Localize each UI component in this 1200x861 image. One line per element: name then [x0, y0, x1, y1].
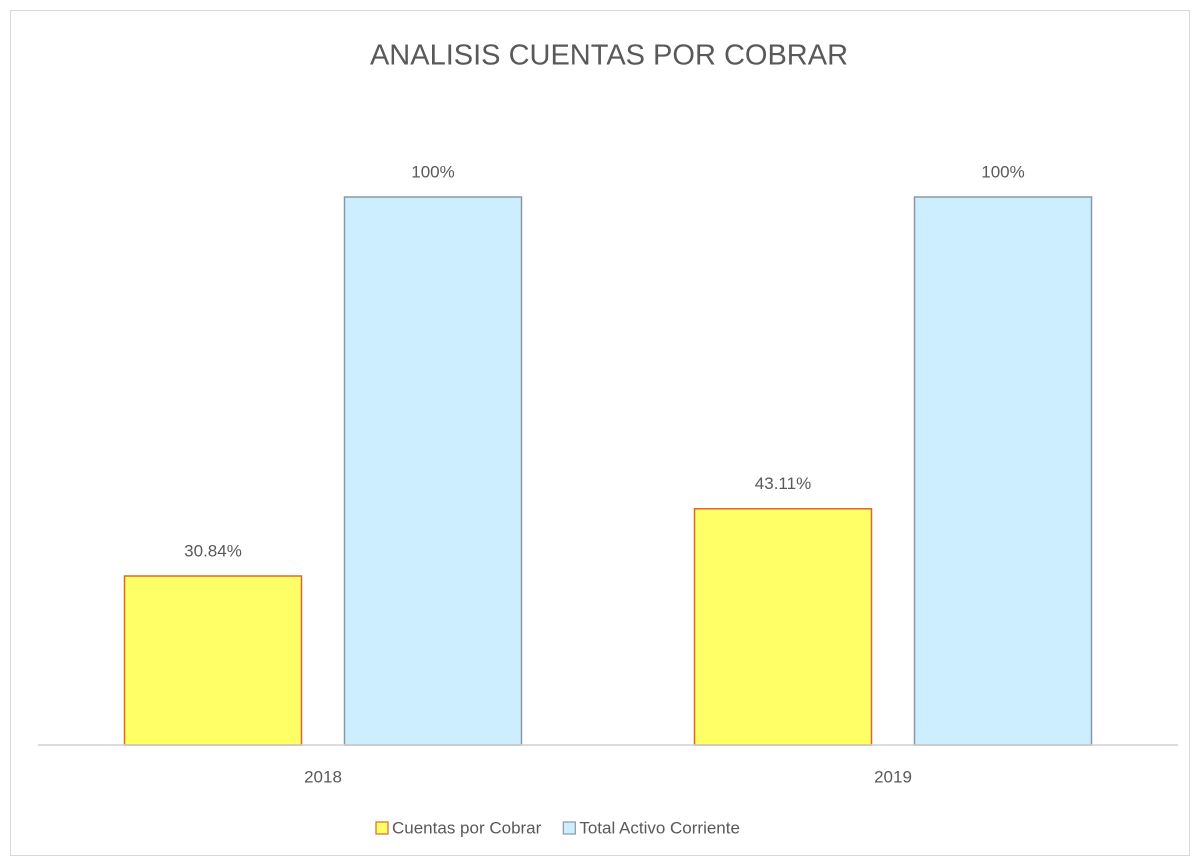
chart-title: ANALISIS CUENTAS POR COBRAR	[370, 40, 848, 72]
x-tick-label: 2018	[304, 767, 342, 786]
legend-swatch	[375, 821, 389, 835]
bar	[693, 508, 873, 746]
bar	[343, 196, 523, 746]
legend-label: Cuentas por Cobrar	[392, 818, 542, 837]
bar	[123, 575, 303, 746]
data-label: 100%	[411, 162, 454, 181]
data-label: 100%	[981, 162, 1024, 181]
x-tick-label: 2019	[874, 767, 912, 786]
data-label: 30.84%	[184, 541, 242, 560]
legend-swatch	[562, 821, 576, 835]
bar	[913, 196, 1093, 746]
legend-label: Total Activo Corriente	[579, 818, 740, 837]
data-label: 43.11%	[755, 474, 811, 493]
